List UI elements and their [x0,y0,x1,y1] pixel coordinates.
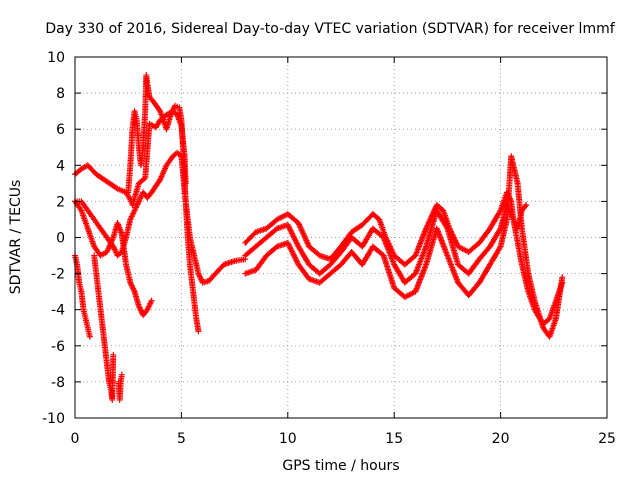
y-tick-label: 6 [56,122,65,138]
x-tick-label: 20 [492,431,510,447]
x-tick-label: 15 [385,431,403,447]
data-marker [72,149,249,286]
y-tick-label: -10 [42,411,65,427]
data-marker [115,371,125,403]
x-tick-label: 5 [177,431,186,447]
y-tick-label: 8 [56,86,65,102]
x-axis-label: GPS time / hours [282,458,399,474]
y-axis-label: SDTVAR / TECUs [8,180,24,295]
y-tick-label: 10 [47,50,65,66]
y-tick-label: -8 [51,375,65,391]
chart-title: Day 330 of 2016, Sidereal Day-to-day VTE… [45,21,615,37]
grid [75,57,607,418]
data-marker [242,202,566,328]
y-tick-label: 4 [56,158,65,174]
x-tick-label: 0 [71,431,80,447]
y-tick-label: 2 [56,194,65,210]
data-marker [91,252,117,403]
series-track-10 [242,153,566,340]
data-marker [242,153,566,340]
series-track-6 [91,252,117,403]
series-track-3 [72,149,249,286]
x-tick-label: 25 [598,431,616,447]
data-layer [72,72,566,403]
series-track-9 [242,202,566,328]
series-track-7 [115,371,125,403]
y-tick-label: -6 [51,339,65,355]
ticks: 0 5 10 15 20 25 -10 -8 -6 -4 -2 0 2 4 6 8 10 [42,50,616,447]
y-tick-label: 0 [56,231,65,247]
y-tick-label: -4 [51,303,65,319]
y-tick-label: -2 [51,267,65,283]
x-tick-label: 10 [279,431,297,447]
